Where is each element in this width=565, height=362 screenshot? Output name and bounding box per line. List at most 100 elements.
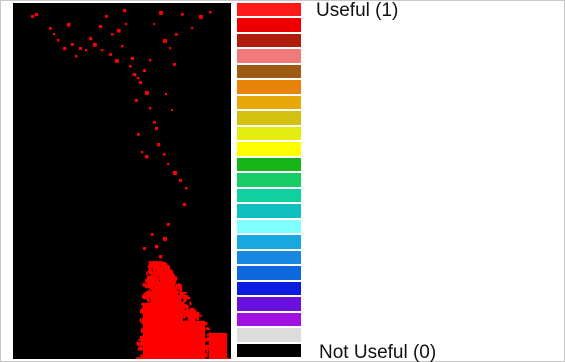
useful-pixel: [192, 312, 196, 316]
legend-swatch-18: [237, 281, 301, 296]
useful-pixel: [136, 341, 141, 346]
useful-pixel: [149, 268, 151, 271]
useful-pixel: [172, 279, 175, 283]
legend-swatch-10: [237, 157, 301, 172]
useful-region: [143, 303, 183, 359]
useful-pixel: [206, 349, 209, 352]
useful-pixel: [143, 295, 147, 299]
legend-swatch-14: [237, 219, 301, 234]
useful-pixel: [149, 275, 153, 279]
useful-pixel: [155, 275, 159, 278]
legend-swatch-4: [237, 64, 301, 79]
legend-swatch-13: [237, 204, 301, 218]
useful-pixel: [151, 271, 156, 274]
useful-pixel: [121, 45, 124, 48]
useful-pixel: [204, 358, 209, 359]
useful-pixel: [182, 304, 187, 307]
useful-pixel: [85, 49, 88, 52]
useful-pixel: [160, 261, 163, 264]
useful-pixel: [159, 255, 163, 259]
useful-pixel: [150, 294, 153, 297]
useful-pixel: [143, 292, 147, 295]
useful-pixel: [140, 347, 144, 351]
useful-pixel: [179, 287, 182, 292]
useful-pixel: [146, 278, 149, 282]
useful-pixel: [193, 309, 197, 314]
useful-pixel: [153, 23, 156, 26]
useful-pixel: [149, 280, 154, 285]
legend-swatch-11: [237, 173, 301, 187]
useful-pixel: [105, 15, 108, 18]
useful-pixel: [194, 312, 198, 317]
useful-pixel: [163, 237, 167, 241]
useful-pixel: [173, 171, 177, 175]
useful-pixel: [109, 53, 112, 56]
legend-swatch-5: [237, 80, 301, 94]
useful-pixel: [155, 127, 159, 131]
useful-pixel: [154, 271, 158, 276]
useful-pixel: [151, 298, 154, 303]
useful-pixel: [153, 273, 156, 276]
useful-pixel: [148, 270, 153, 274]
legend-swatch-1: [237, 18, 301, 32]
useful-pixel: [152, 283, 156, 286]
useful-pixel: [162, 262, 166, 264]
legend-swatch-3: [237, 49, 301, 63]
useful-pixel: [157, 278, 163, 281]
useful-pixel: [155, 280, 159, 283]
useful-pixel: [190, 307, 195, 311]
useful-pixel: [143, 247, 146, 250]
useful-pixel: [155, 282, 159, 285]
useful-pixel: [163, 153, 166, 156]
useful-pixel: [145, 155, 149, 159]
useful-pixel: [145, 91, 149, 95]
legend-swatch-16: [237, 250, 301, 265]
useful-pixel: [111, 33, 114, 36]
useful-pixel: [185, 308, 190, 311]
useful-pixel: [139, 309, 144, 314]
useful-pixel: [165, 93, 168, 96]
suitability-map: [13, 3, 231, 359]
useful-pixel: [173, 287, 178, 293]
useful-pixel: [180, 293, 185, 297]
useful-pixel: [145, 285, 148, 288]
useful-pixel: [153, 121, 156, 124]
useful-pixel: [147, 265, 152, 268]
legend-swatch-2: [237, 33, 301, 48]
useful-pixel: [177, 294, 180, 299]
useful-pixel: [143, 294, 148, 297]
useful-pixel: [147, 279, 151, 283]
useful-pixel: [63, 47, 67, 51]
useful-pixel: [182, 311, 186, 315]
useful-pixel: [188, 311, 191, 313]
useful-region: [161, 271, 173, 285]
useful-pixel: [75, 55, 78, 58]
useful-pixel: [181, 13, 184, 16]
useful-pixel: [183, 291, 187, 294]
useful-pixel: [142, 284, 146, 287]
useful-pixel: [196, 313, 200, 316]
useful-pixel: [129, 65, 132, 68]
useful-pixel: [150, 286, 155, 291]
useful-pixel: [79, 47, 82, 50]
legend-swatch-12: [237, 188, 301, 203]
useful-pixel: [183, 298, 187, 303]
useful-pixel: [196, 316, 200, 321]
useful-pixel: [151, 272, 154, 276]
useful-pixel: [159, 11, 163, 15]
useful-pixel: [183, 203, 187, 207]
useful-pixel: [183, 305, 186, 308]
useful-pixel: [151, 264, 155, 268]
useful-pixel: [173, 277, 176, 281]
useful-pixel: [137, 77, 140, 80]
map-canvas: [31, 9, 231, 359]
useful-pixel: [169, 47, 172, 50]
useful-pixel: [53, 33, 56, 36]
useful-region: [209, 333, 227, 359]
useful-pixel: [93, 43, 97, 47]
legend-top-label: Useful (1): [316, 0, 399, 21]
useful-pixel: [142, 282, 146, 285]
useful-pixel: [164, 263, 168, 267]
useful-pixel: [147, 275, 151, 280]
useful-pixel: [71, 43, 74, 46]
